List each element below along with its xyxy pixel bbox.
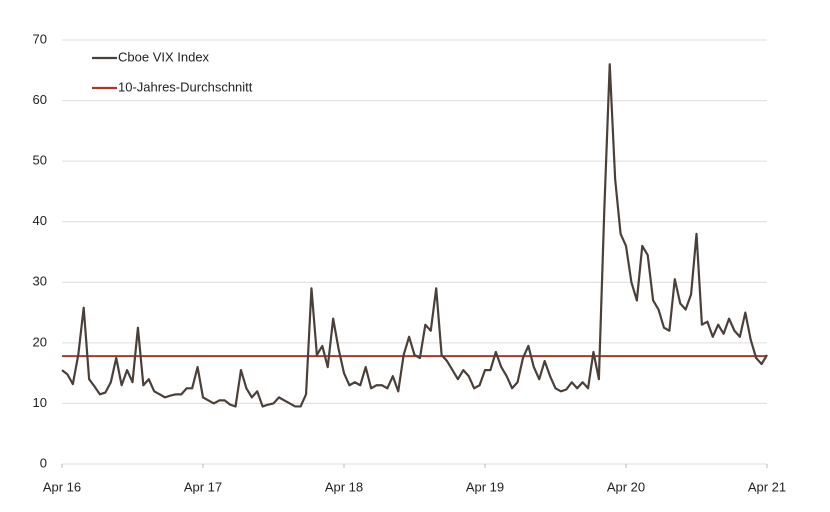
y-tick-label: 30 [33, 274, 47, 289]
x-tick-label: Apr 16 [43, 479, 81, 494]
y-tick-label: 0 [40, 455, 47, 470]
y-tick-label: 10 [33, 395, 47, 410]
y-tick-label: 60 [33, 92, 47, 107]
x-tick-label: Apr 19 [466, 479, 504, 494]
x-tick-label: Apr 17 [184, 479, 222, 494]
legend-label: Cboe VIX Index [118, 49, 210, 64]
y-tick-label: 50 [33, 153, 47, 168]
y-tick-label: 70 [33, 31, 47, 46]
series-line [61, 63, 768, 408]
x-tick-label: Apr 21 [748, 479, 786, 494]
y-tick-label: 20 [33, 334, 47, 349]
x-tick-label: Apr 18 [325, 479, 363, 494]
y-tick-label: 40 [33, 213, 47, 228]
legend-label: 10-Jahres-Durchschnitt [118, 79, 253, 94]
x-tick-label: Apr 20 [607, 479, 645, 494]
